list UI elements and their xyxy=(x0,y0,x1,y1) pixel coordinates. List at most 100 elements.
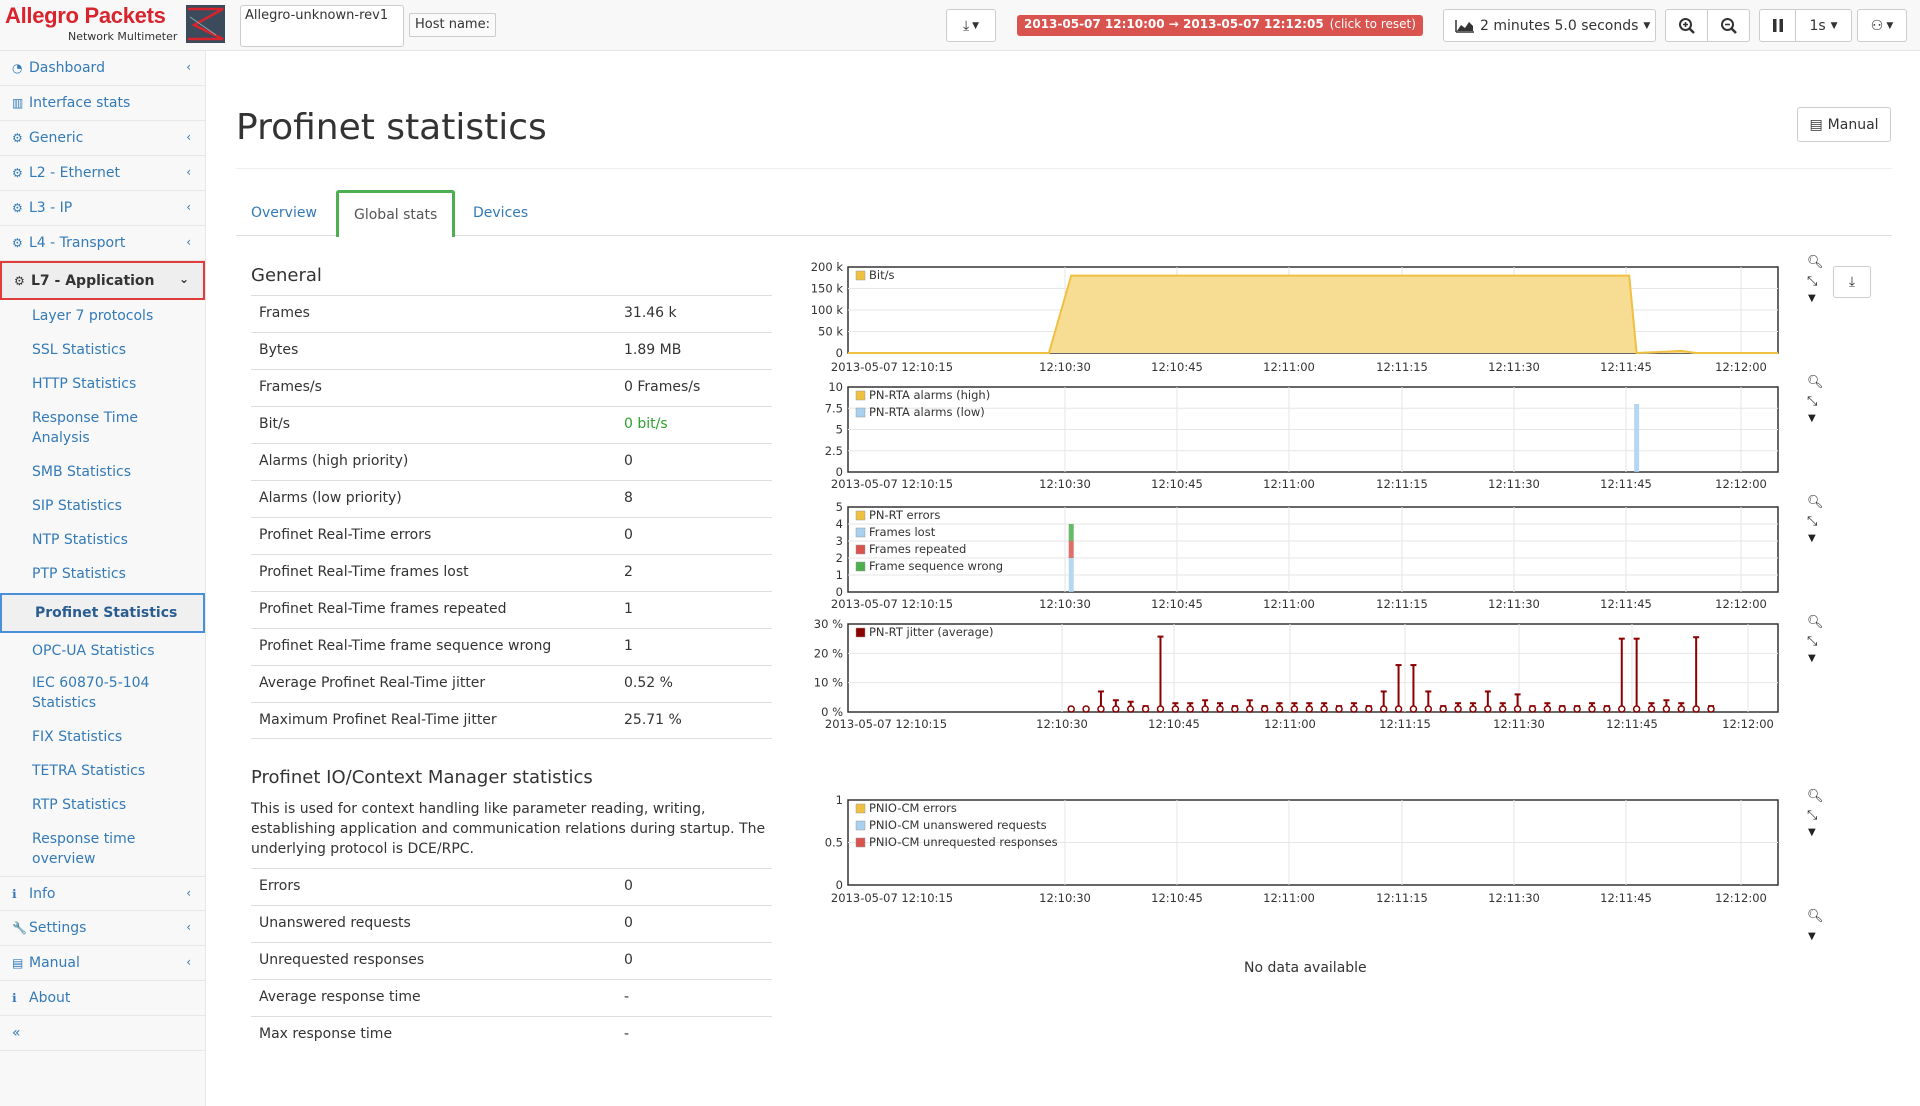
sidebar-sub-ntp[interactable]: NTP Statistics xyxy=(32,532,128,548)
data-point xyxy=(1469,705,1477,713)
legend-swatch xyxy=(855,527,866,538)
user-menu-button[interactable]: ⚇ ▼ xyxy=(1857,9,1907,42)
chart-reset-zoom-icon[interactable]: ⤡ xyxy=(1807,274,1818,289)
sidebar-item-settings[interactable]: 🔧 Settings ‹ xyxy=(0,911,205,946)
y-tick-label: 7.5 xyxy=(825,401,843,415)
brand-logo[interactable]: Allegro Packets Network Multimeter xyxy=(0,0,225,51)
table-row: Profinet Real-Time frames lost 2 xyxy=(251,554,772,591)
legend-label: PNIO-CM errors xyxy=(869,801,957,815)
data-point xyxy=(1573,705,1581,713)
chart-download-button[interactable]: ⤓ xyxy=(1833,266,1871,298)
sidebar-sub-iec-60870[interactable]: IEC 60870-5-104 Statistics xyxy=(32,675,150,711)
title-divider xyxy=(236,168,1892,169)
sidebar-sub-rtp[interactable]: RTP Statistics xyxy=(32,797,127,813)
chart-reset-zoom-icon[interactable]: ⤡ xyxy=(1807,394,1818,409)
chart-reset-zoom-icon[interactable]: ⤡ xyxy=(1807,514,1818,529)
chart-zoom-icon[interactable]: 🔍︎ xyxy=(1807,495,1824,510)
sidebar-sub-ssl[interactable]: SSL Statistics xyxy=(32,342,127,358)
chevron-left-icon: ‹ xyxy=(186,955,191,969)
chart-zoom-icon[interactable]: 🔍︎ xyxy=(1807,375,1824,390)
chart-reset-zoom-icon[interactable]: ⤡ xyxy=(1807,634,1818,649)
chart-menu-caret-icon[interactable]: ▼ xyxy=(1808,413,1816,424)
sidebar-item-info[interactable]: ℹ Info ‹ xyxy=(0,876,205,911)
chart-zoom-icon[interactable]: 🔍︎ xyxy=(1807,789,1824,804)
info-icon: ℹ xyxy=(12,991,17,1005)
brand-name: Allegro Packets xyxy=(5,3,166,28)
data-point xyxy=(1097,705,1105,713)
chart-zoom-icon[interactable]: 🔍︎ xyxy=(1807,615,1824,630)
zoom-out-button[interactable] xyxy=(1707,9,1750,42)
sidebar-sub-opc-ua[interactable]: OPC-UA Statistics xyxy=(32,643,155,659)
data-point xyxy=(1439,705,1447,713)
sidebar-item-l7-application[interactable]: ⚙ L7 - Application ⌄ xyxy=(0,261,205,300)
sidebar-sub-layer7-protocols[interactable]: Layer 7 protocols xyxy=(32,308,154,324)
legend-label: Frames lost xyxy=(869,525,936,539)
sidebar-sub-profinet[interactable]: Profinet Statistics xyxy=(0,593,205,633)
sidebar-collapse-button[interactable]: « xyxy=(0,1016,205,1051)
chart-menu-caret-icon[interactable]: ▼ xyxy=(1808,533,1816,544)
data-point xyxy=(1528,705,1537,713)
sidebar-item-generic[interactable]: ⚙ Generic ‹ xyxy=(0,121,205,156)
chart-zoom-icon[interactable]: 🔍︎ xyxy=(1807,255,1824,270)
y-tick-label: 200 k xyxy=(811,260,844,274)
sidebar-item-about[interactable]: ℹ About xyxy=(0,981,205,1016)
stat-value: 1.89 MB xyxy=(624,342,682,358)
brand-subtitle: Network Multimeter xyxy=(68,30,178,43)
sidebar-item-l2-ethernet[interactable]: ⚙ L2 - Ethernet ‹ xyxy=(0,156,205,191)
sidebar-item-label: About xyxy=(29,990,71,1006)
legend-swatch xyxy=(855,544,866,555)
download-dropdown-button[interactable]: ⤓ ▼ xyxy=(946,9,996,42)
stat-label: Unanswered requests xyxy=(259,915,411,931)
tab-devices[interactable]: Devices xyxy=(473,205,529,221)
sidebar-sub-response-time-analysis[interactable]: Response Time Analysis xyxy=(32,410,138,446)
manual-button-label: Manual xyxy=(1827,116,1879,133)
chart-menu-caret-icon[interactable]: ▼ xyxy=(1808,293,1816,304)
stat-label: Alarms (low priority) xyxy=(259,490,402,506)
pause-button[interactable] xyxy=(1759,9,1796,42)
sidebar-item-l4-transport[interactable]: ⚙ L4 - Transport ‹ xyxy=(0,226,205,261)
data-point xyxy=(1662,705,1671,713)
device-selector[interactable]: Allegro-unknown-rev1 xyxy=(240,5,404,47)
chart-menu-caret-icon[interactable]: ▼ xyxy=(1808,931,1816,942)
sidebar-item-manual[interactable]: ▤ Manual ‹ xyxy=(0,946,205,981)
chart-menu-caret-icon[interactable]: ▼ xyxy=(1808,653,1816,664)
sidebar-sub-http[interactable]: HTTP Statistics xyxy=(32,376,137,392)
sidebar-item-l3-ip[interactable]: ⚙ L3 - IP ‹ xyxy=(0,191,205,226)
sidebar-sub-ptp[interactable]: PTP Statistics xyxy=(32,566,126,582)
chart-reset-zoom-icon[interactable]: ⤡ xyxy=(1807,808,1818,823)
legend-swatch xyxy=(855,803,866,814)
sidebar-sub-tetra[interactable]: TETRA Statistics xyxy=(32,763,146,779)
zoom-in-icon xyxy=(1678,17,1695,34)
tab-global-stats[interactable]: Global stats xyxy=(336,190,456,237)
stat-label: Bit/s xyxy=(259,416,290,432)
download-icon: ⤓ xyxy=(962,17,970,34)
time-range-reset-hint: (click to reset) xyxy=(1329,17,1416,31)
chart-menu-caret-icon[interactable]: ▼ xyxy=(1808,827,1816,838)
sidebar-sub-smb[interactable]: SMB Statistics xyxy=(32,464,132,480)
time-range-reset[interactable]: 2013-05-07 12:10:00 → 2013-05-07 12:12:0… xyxy=(1017,15,1423,36)
chart-zoom-icon[interactable]: 🔍︎ xyxy=(1807,909,1824,924)
x-tick-label: 2013-05-07 12:10:15 xyxy=(831,360,953,374)
sidebar-sub-fix[interactable]: FIX Statistics xyxy=(32,729,123,745)
sidebar-sub-sip[interactable]: SIP Statistics xyxy=(32,498,122,514)
page-title: Profinet statistics xyxy=(236,107,547,148)
sidebar-sub-response-time-overview[interactable]: Response time overview xyxy=(32,831,136,867)
caret-down-icon: ▼ xyxy=(1830,20,1838,31)
legend-swatch xyxy=(855,561,866,572)
iocm-section-title: Profinet IO/Context Manager statistics xyxy=(251,767,593,788)
data-point xyxy=(1677,705,1686,713)
x-tick-label: 12:10:45 xyxy=(1148,717,1200,731)
data-point xyxy=(1484,705,1492,713)
duration-text: 2 minutes 5.0 seconds xyxy=(1480,17,1639,34)
manual-button[interactable]: ▤ Manual xyxy=(1797,107,1891,142)
duration-dropdown[interactable]: 2 minutes 5.0 seconds ▼ xyxy=(1443,9,1656,42)
sidebar-item-dashboard[interactable]: ◔ Dashboard ‹ xyxy=(0,51,205,86)
sidebar-item-interface-stats[interactable]: ▥ Interface stats xyxy=(0,86,205,121)
area-chart-icon xyxy=(1455,19,1474,33)
zoom-in-button[interactable] xyxy=(1665,9,1708,42)
tab-overview[interactable]: Overview xyxy=(251,205,317,221)
data-point xyxy=(1320,705,1328,713)
y-tick-label: 10 % xyxy=(814,676,843,690)
refresh-interval-dropdown[interactable]: 1s ▼ xyxy=(1795,9,1852,42)
